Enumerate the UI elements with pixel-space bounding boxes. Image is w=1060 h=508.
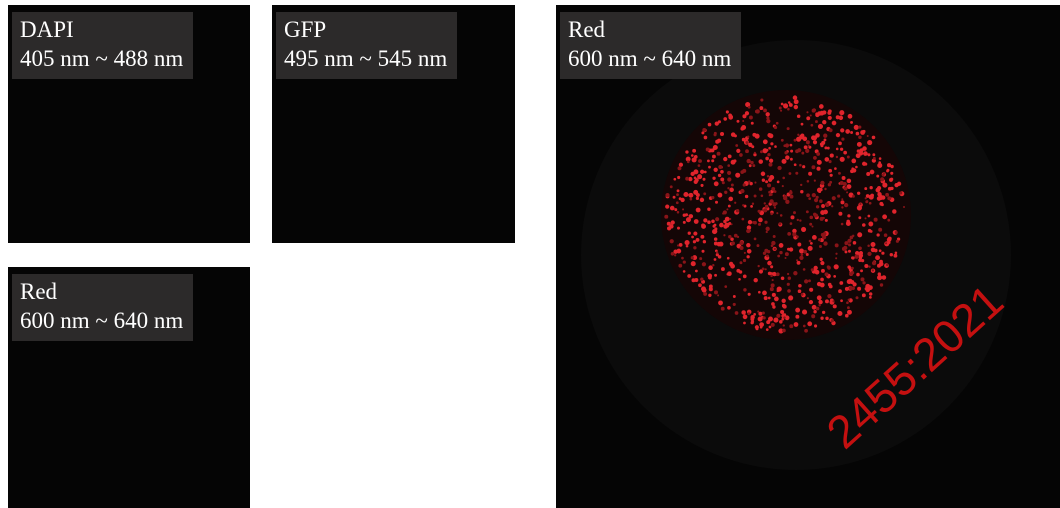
image-panel: GFP 495 nm ~ 545 nm xyxy=(272,5,515,243)
channel-label: DAPI 405 nm ~ 488 nm xyxy=(12,12,193,79)
wavelength-range: 600 nm ~ 640 nm xyxy=(20,306,183,335)
figure: DAPI 405 nm ~ 488 nm GFP 495 nm ~ 545 nm… xyxy=(0,0,1060,508)
cell-cluster-glow xyxy=(661,90,911,340)
wavelength-range: 495 nm ~ 545 nm xyxy=(284,44,447,73)
channel-label: Red 600 nm ~ 640 nm xyxy=(12,274,193,341)
fluorescence-image xyxy=(556,5,1060,508)
wavelength-range: 405 nm ~ 488 nm xyxy=(20,44,183,73)
channel-name: GFP xyxy=(284,15,447,44)
wavelength-range: 600 nm ~ 640 nm xyxy=(568,44,731,73)
channel-label: GFP 495 nm ~ 545 nm xyxy=(276,12,457,79)
image-panel: Red 600 nm ~ 640 nm xyxy=(8,267,250,508)
channel-name: Red xyxy=(568,15,731,44)
image-panel: Red 600 nm ~ 640 nm xyxy=(556,5,1060,508)
image-panel: DAPI 405 nm ~ 488 nm xyxy=(8,5,250,243)
channel-name: Red xyxy=(20,277,183,306)
channel-label: Red 600 nm ~ 640 nm xyxy=(560,12,741,79)
channel-name: DAPI xyxy=(20,15,183,44)
